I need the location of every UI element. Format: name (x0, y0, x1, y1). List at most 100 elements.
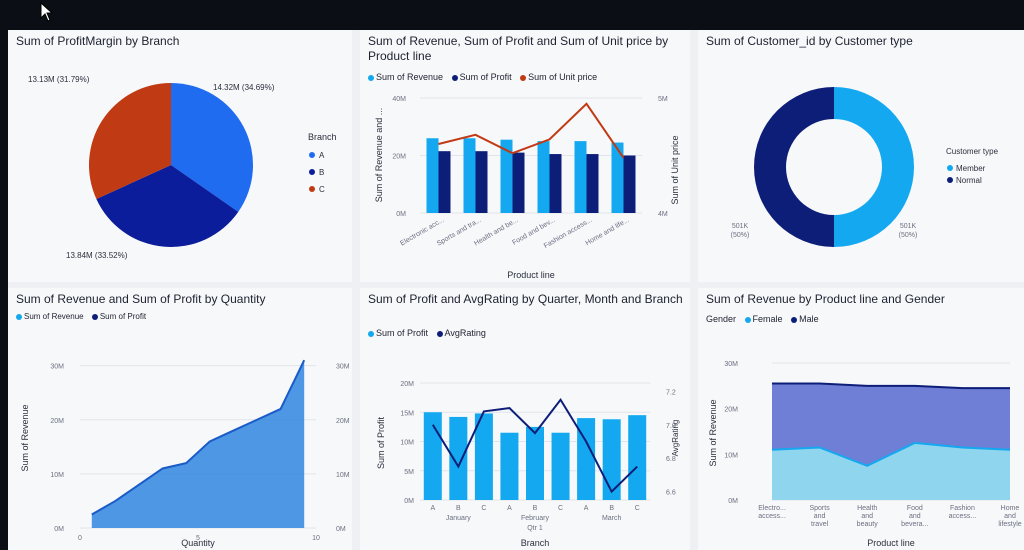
y-tick-label: 5M (404, 469, 414, 476)
legend-label: Sum of Profit (376, 328, 429, 338)
x-tick-label: B (609, 505, 614, 512)
chart-title: Sum of Customer_id by Customer type (706, 34, 913, 48)
chart-legend: Sum of Profit AvgRating (368, 328, 486, 338)
chart-title: Sum of Revenue and Sum of Profit by Quan… (16, 292, 266, 306)
bar-profit (526, 426, 544, 500)
x-tick-label: Sports (809, 505, 830, 512)
bar-profit (577, 418, 596, 500)
legend-label: Sum of Revenue (376, 72, 444, 82)
x-tick-label: lifestyle (998, 521, 1021, 528)
bar-profit (449, 416, 468, 500)
chart-title: Sum of ProfitMargin by Branch (16, 34, 180, 48)
x-tick-label: and (1004, 513, 1016, 520)
area-chart[interactable]: 0M 0M 10M 10M 20M 20M 30M 30M 0 5 10 Quantity Sum of… (8, 288, 352, 550)
legend-dot (436, 330, 443, 337)
x-tick-label: bevera... (901, 521, 928, 528)
legend-dot (451, 74, 458, 81)
x-tick-label: Food (907, 505, 923, 512)
y2-tick-label: 4M (658, 211, 668, 218)
pie-slice-c (89, 83, 171, 199)
legend-label: Sum of Profit (99, 312, 147, 321)
combo-chart[interactable]: 0M 5M 10M 15M 20M 6.6 6.8 7.0 7.2 A B C A B C A B C Januar… (360, 288, 690, 550)
legend-label: C (319, 185, 325, 194)
y-tick-label: 0M (728, 498, 738, 505)
data-label-pct: (50%) (899, 232, 918, 239)
x-tick-label: Fashion (950, 505, 975, 512)
bar-profit (549, 154, 562, 213)
x-tick-label: and (909, 513, 921, 520)
y2-tick-label: 7.2 (666, 389, 676, 396)
y2-tick-label: 7.0 (666, 423, 676, 430)
y-tick-label: 15M (400, 410, 414, 417)
x-axis-title: Product line (867, 538, 915, 548)
y-tick-label: 10M (50, 472, 64, 479)
donut-slice-normal (754, 87, 834, 247)
chart-title: Sum of Revenue, Sum of Profit and Sum of… (368, 34, 669, 63)
x-tick-label: beauty (857, 521, 879, 528)
y-tick-label: 10M (400, 440, 414, 447)
x-tick-label: A (430, 505, 435, 512)
x-axis-title: Branch (521, 538, 550, 548)
data-label: 501K (732, 223, 749, 230)
legend-label: Female (752, 314, 783, 324)
revenue-profit-unitprice-panel[interactable]: Sum of Revenue, Sum of Profit and Sum of… (360, 30, 690, 282)
legend-dot (16, 313, 22, 320)
bar-profit (551, 432, 570, 500)
x-axis-title: Product line (507, 270, 555, 280)
y2-axis-title: AvgRating (671, 420, 680, 457)
line-female (771, 441, 1011, 467)
bar-revenue (426, 138, 439, 213)
legend-label: Sum of Profit (459, 72, 512, 82)
legend-dot (91, 313, 98, 320)
bar-revenue (500, 139, 513, 213)
y2-tick-label: 10M (336, 472, 350, 479)
customer-type-panel[interactable]: Sum of Customer_id by Customer type 501K… (698, 30, 1024, 282)
chart-legend: Gender Female Male (706, 314, 819, 324)
donut-slice-member (834, 87, 914, 247)
legend-label: AvgRating (444, 328, 486, 338)
revenue-profit-by-quantity-panel[interactable]: Sum of Revenue and Sum of Profit by Quan… (8, 288, 352, 550)
x-tick-label: Health (857, 505, 877, 512)
legend-dot (791, 316, 798, 323)
x-tick-label: 5 (196, 535, 200, 542)
area-female (772, 442, 1010, 500)
legend-dot (520, 74, 527, 81)
y2-tick-label: 6.8 (666, 456, 676, 463)
pie-chart[interactable]: 14.32M (34.69%) 13.84M (33.52%) 13.13M (31… (8, 30, 352, 282)
x-tick-label: 10 (312, 535, 320, 542)
legend-dot (368, 330, 374, 337)
y-tick-label: 0M (54, 526, 64, 533)
x-tick-label: access... (949, 513, 977, 520)
legend-dot (309, 186, 315, 192)
revenue-by-productline-gender-panel[interactable]: Sum of Revenue by Product line and Gende… (698, 288, 1024, 550)
data-label: 14.32M (34.69%) (213, 83, 275, 92)
bar-revenue (611, 142, 624, 213)
data-label-pct: (50%) (731, 232, 750, 239)
line-avgrating (431, 397, 638, 494)
bar-revenue (463, 138, 476, 213)
legend-title: Branch (308, 132, 337, 142)
bar-profit (500, 432, 519, 500)
y2-tick-label: 5M (658, 96, 668, 103)
y-tick-label: 30M (50, 364, 64, 371)
bar-profit (623, 155, 636, 213)
mouse-cursor-icon (40, 1, 54, 27)
dashboard: Sum of ProfitMargin by Branch 14.32M (34… (8, 30, 1024, 550)
bar-profit (512, 152, 525, 213)
chart-title: Sum of Profit and AvgRating by Quarter, … (368, 292, 683, 306)
y2-tick-label: 0M (336, 526, 346, 533)
area-revenue (91, 360, 305, 528)
donut-chart[interactable]: 501K (50%) 501K (50%) Customer type Member Nor… (698, 30, 1024, 282)
x-tick-label: travel (811, 521, 829, 528)
area-chart[interactable]: 0M10M20M30MElectro...access...Sportsandt… (698, 288, 1024, 550)
profit-avgrating-panel[interactable]: Sum of Profit and AvgRating by Quarter, … (360, 288, 690, 550)
line-unit-price (438, 102, 625, 159)
y-tick-label: 20M (392, 154, 406, 161)
x-tick-label: Electro... (758, 505, 786, 512)
group-label: January (446, 515, 471, 522)
data-label: 13.13M (31.79%) (28, 75, 90, 84)
legend-dot (368, 74, 374, 81)
profitmargin-by-branch-panel[interactable]: Sum of ProfitMargin by Branch 14.32M (34… (8, 30, 352, 282)
legend-label: Normal (956, 176, 982, 185)
